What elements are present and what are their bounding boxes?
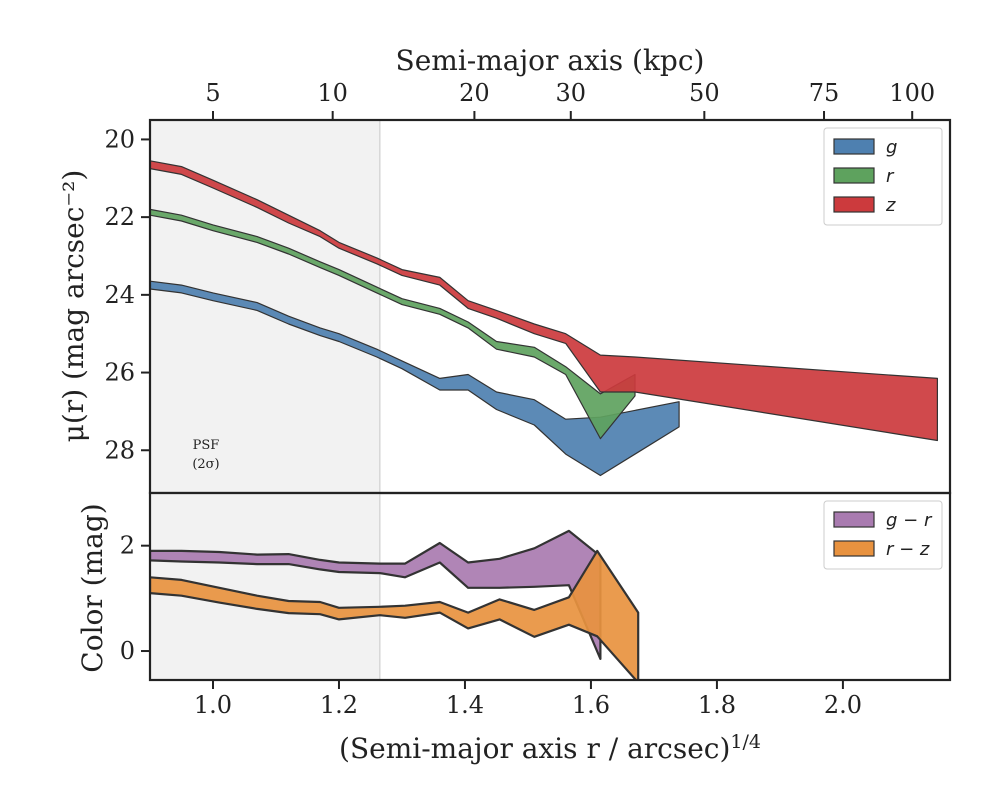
color-y-axis-title: Color (mag) xyxy=(76,503,109,672)
sb-top-x-tick-label-2: 20 xyxy=(459,79,490,107)
sb-top-x-ticks: 5 10 20 30 50 75 100 xyxy=(205,79,935,120)
color-x-axis-title-main: (Semi-major axis r / arcsec) xyxy=(339,732,730,765)
sb-top-x-tick-label-6: 100 xyxy=(889,79,935,107)
color-profile-band-1 xyxy=(150,549,640,680)
color-x-tick-label-5: 2.0 xyxy=(824,691,862,719)
color-x-axis-title: (Semi-major axis r / arcsec)1/4 xyxy=(339,731,761,765)
sb-top-x-tick-label-0: 5 xyxy=(205,79,220,107)
color-y-tick-label-1: 2 xyxy=(120,532,135,560)
surface-brightness-profile-legend-swatch-0 xyxy=(833,138,875,155)
surface-brightness-profile-band-1 xyxy=(150,208,636,440)
surface-brightness-profile-legend-label-2: z xyxy=(885,195,896,216)
color-profile-band-0 xyxy=(150,529,602,660)
sb-y-tick-label-3: 26 xyxy=(104,359,135,387)
color-x-tick-label-0: 1.0 xyxy=(194,691,232,719)
color-legend: g − r r − z xyxy=(823,500,943,570)
color-x-tick-label-1: 1.2 xyxy=(320,691,358,719)
psf-annotation-line1: PSF xyxy=(193,438,220,453)
sb-y-ticks: 20 22 24 26 28 xyxy=(104,125,150,464)
color-panel-frame xyxy=(148,491,952,682)
sb-top-x-tick-label-4: 50 xyxy=(689,79,720,107)
color-profile-legend-swatch-0 xyxy=(833,511,875,528)
color-panel: 02 1.0 1.2 1.4 1.6 1.8 2.0 (Semi-major axis r… xyxy=(76,491,952,765)
sb-top-x-tick-label-1: 10 xyxy=(317,79,348,107)
sb-panel: 20 22 24 26 28 5 10 20 30 50 75 100 Semi-major axi… xyxy=(57,44,952,495)
surface-brightness-profile-band-0 xyxy=(150,280,680,477)
color-y-ticks: 02 xyxy=(120,532,150,665)
color-x-tick-label-3: 1.6 xyxy=(572,691,610,719)
color-profile-legend-swatch-1 xyxy=(833,540,875,557)
surface-brightness-profile-band-2 xyxy=(150,160,938,442)
sb-top-x-tick-label-5: 75 xyxy=(809,79,840,107)
color-profile-legend-label-0: g − r xyxy=(886,510,933,531)
color-series-layer xyxy=(150,529,640,680)
sb-y-tick-label-2: 24 xyxy=(104,281,135,309)
color-x-tick-label-2: 1.4 xyxy=(446,691,484,719)
surface-brightness-profile-legend-label-1: r xyxy=(886,166,895,187)
surface-brightness-profile-legend-label-0: g xyxy=(886,137,897,158)
color-y-tick-label-0: 0 xyxy=(120,637,135,665)
sb-legend: grz xyxy=(823,127,943,226)
color-x-axis-title-exp: 1/4 xyxy=(730,731,761,753)
sb-top-x-axis-title: Semi-major axis (kpc) xyxy=(396,44,705,77)
sb-y-tick-label-4: 28 xyxy=(104,436,135,464)
color-x-ticks: 1.0 1.2 1.4 1.6 1.8 2.0 xyxy=(194,680,862,719)
surface-brightness-profile-legend-swatch-1 xyxy=(833,167,875,184)
color-profile-legend-label-1: r − z xyxy=(886,539,930,560)
color-x-tick-label-4: 1.8 xyxy=(698,691,736,719)
sb-y-axis-title: μ(r) (mag arcsec⁻²) xyxy=(57,170,90,443)
sb-series-layer xyxy=(150,160,938,477)
psf-annotation-line2: (2σ) xyxy=(192,457,219,472)
sb-y-tick-label-0: 20 xyxy=(104,125,135,153)
sb-y-tick-label-1: 22 xyxy=(104,203,135,231)
surface-brightness-profile-legend-swatch-2 xyxy=(833,196,875,213)
sb-top-x-tick-label-3: 30 xyxy=(556,79,587,107)
